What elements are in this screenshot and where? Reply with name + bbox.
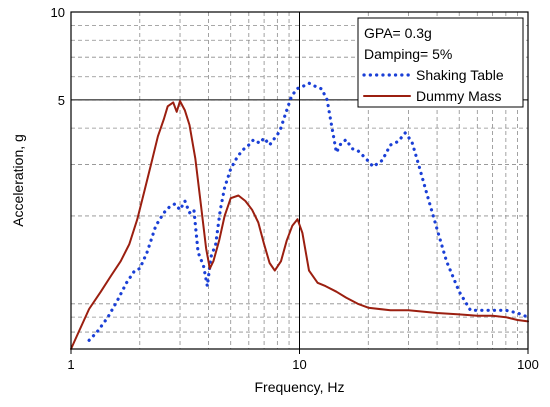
legend-label: Shaking Table [416, 67, 504, 83]
legend-annotation: Damping= 5% [364, 46, 452, 62]
series-line-shaking-table [87, 81, 530, 342]
y-tick-label: 5 [58, 93, 65, 108]
x-axis-title: Frequency, Hz [255, 379, 345, 395]
legend-box [357, 17, 524, 108]
y-tick-label: 10 [51, 5, 65, 20]
legend-annotation: GPA= 0.3g [364, 25, 432, 41]
series-line-dummy-mass [70, 100, 529, 350]
x-tick-label: 1 [67, 357, 74, 372]
x-tick-label: 10 [292, 357, 306, 372]
y-axis-title: Acceleration, g [10, 134, 26, 227]
legend-label: Dummy Mass [416, 88, 502, 104]
x-tick-label: 100 [517, 357, 539, 372]
